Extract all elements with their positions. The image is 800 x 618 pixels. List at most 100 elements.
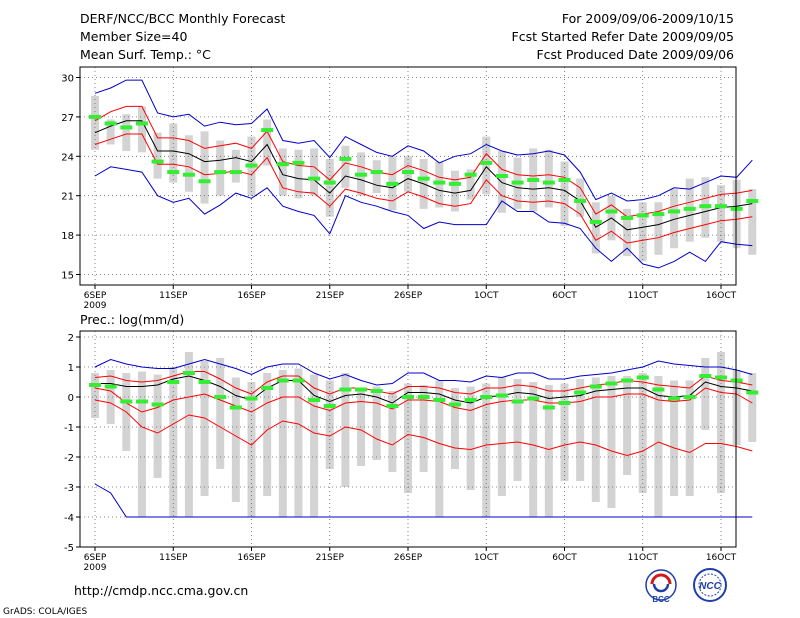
bcc-logo-wave-icon [652,583,670,593]
x-tick-label: 6OCT [552,291,577,301]
spread-box [200,131,209,204]
marker [511,399,524,404]
spread-box [638,373,647,493]
series-upper-red [94,371,753,395]
y-tick-label: 24 [61,152,74,163]
spread-box [169,367,178,517]
spread-box [654,202,663,255]
marker [605,381,618,386]
marker [699,204,712,209]
spread-box [122,114,131,152]
marker [715,204,727,209]
spread-box [717,352,725,493]
spread-box [591,202,600,254]
series-lower-red [94,387,753,413]
marker [511,180,524,185]
marker [574,198,587,203]
marker [495,174,508,178]
bcc-logo-swirl-icon [650,573,672,585]
spread-box [529,382,538,517]
x-year-label: 2009 [84,563,107,573]
spread-box [544,149,553,208]
x-tick-label: 16SEP [237,553,266,563]
spread-box [310,148,319,196]
y-tick-label: 15 [61,270,74,281]
spread-box [435,380,444,517]
x-tick-label: 6SEP [84,553,107,563]
marker [323,404,336,408]
spread-box [419,385,428,472]
x-year-label: 2009 [84,301,107,311]
marker [527,177,540,182]
spread-box [466,169,475,200]
spread-box [450,170,459,212]
marker [370,389,383,393]
marker [89,114,101,119]
y-tick-label: 18 [61,231,74,242]
ncc-logo: NCC [693,568,727,602]
y-tick-label: 27 [61,113,74,124]
y-tick-label: -2 [64,453,74,464]
marker [668,396,681,401]
marker [683,395,696,399]
spread-box [153,132,162,179]
marker [542,405,555,410]
marker [339,387,352,392]
spread-box [560,383,569,481]
marker [715,375,727,380]
marker [214,395,227,399]
spread-box [310,374,319,517]
marker [746,390,759,395]
marker [182,172,195,177]
marker [433,398,446,402]
marker [589,219,602,224]
spread-box [357,388,366,466]
spread-box [560,161,569,226]
marker [89,383,101,387]
spread-box [748,373,757,442]
precip-title: Prec.: log(mm/d) [80,312,184,327]
spread-box [294,368,303,517]
x-tick-label: 26SEP [394,553,423,563]
spread-box [607,376,616,508]
spread-box [576,379,585,481]
x-tick-label: 1OCT [474,553,499,563]
spread-box [670,380,679,496]
marker [402,395,414,399]
marker [480,160,493,165]
marker [182,371,195,375]
y-tick-label: -5 [64,543,74,554]
x-tick-label: 26SEP [394,291,423,301]
x-tick-label: 16SEP [237,291,266,301]
series-lowest-red [94,399,753,457]
marker [245,396,258,401]
spread-box [231,149,240,183]
marker [668,209,681,214]
marker [135,121,148,126]
marker [339,156,352,161]
spread-box [137,371,146,517]
y-tick-label: 21 [61,192,74,203]
marker [276,162,289,167]
spread-box [466,386,475,490]
spread-box [184,135,193,192]
spread-box [216,358,225,469]
ncc-logo-text: NCC [699,581,721,592]
marker [433,180,446,185]
x-tick-label: 6SEP [84,291,107,301]
marker [151,159,164,164]
marker [104,384,117,389]
series-upper-blue [94,79,753,202]
spread-box [184,352,193,517]
marker [589,384,602,389]
spread-box [591,377,600,502]
y-tick-label: 2 [68,333,74,344]
x-tick-label: 16OCT [706,553,737,563]
spread-box [623,208,632,257]
spread-box [748,189,757,255]
marker [699,374,712,378]
bcc-logo-text: BCC [652,595,670,604]
spread-box [106,370,115,424]
